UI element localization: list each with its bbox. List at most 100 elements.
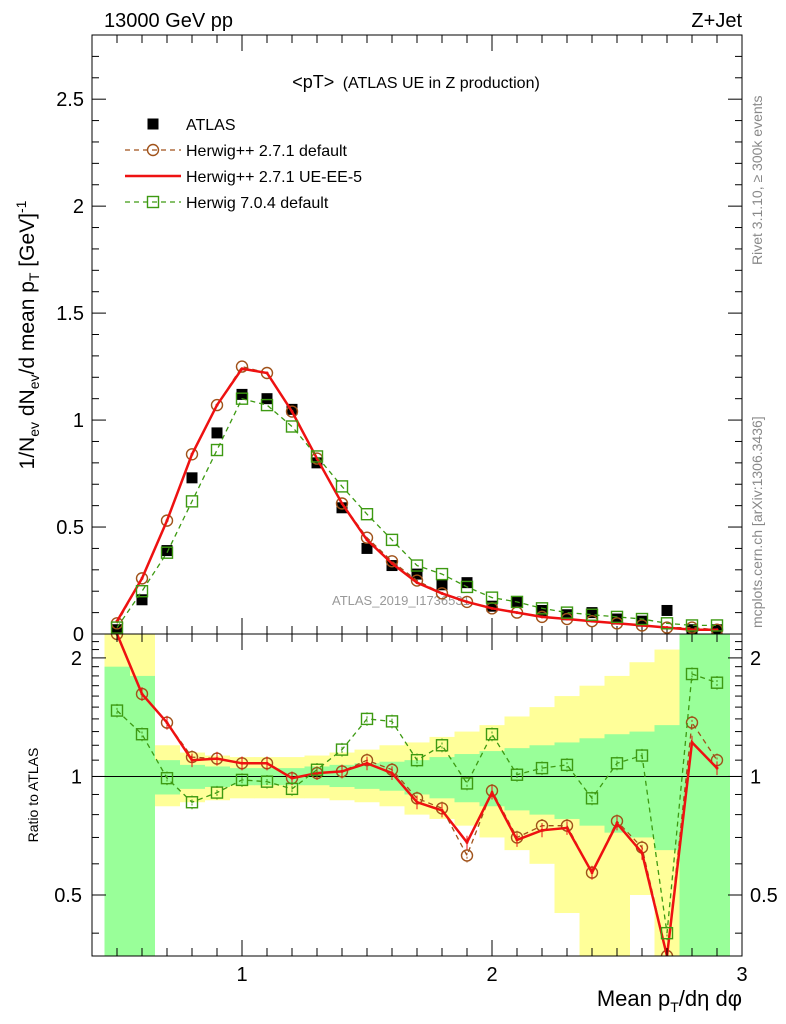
chart-title-sub: (ATLAS UE in Z production) [343,75,540,92]
main-y-tick-label: 0.5 [56,517,84,539]
band-inner-bin [704,634,730,956]
point-herwig-7-0-4-default [260,775,274,788]
point-atlas [361,542,373,554]
point-herwig-2-7-1-ue-ee-5 [565,826,569,830]
point-herwig-7-0-4-default [510,768,524,781]
point-herwig-2-7-1-ue-ee-5 [165,519,169,523]
point-atlas [411,568,423,580]
point-atlas [161,545,173,557]
chart-title-main: <pT> [292,72,334,92]
point-herwig-7-0-4-default [185,796,199,809]
point-herwig-7-0-4-default [210,443,224,457]
band-inner-bin [504,748,530,811]
band-inner-bin [579,738,605,826]
point-herwig-2-7-1-default [460,849,474,862]
point-herwig-2-7-1-ue-ee-5 [465,840,469,844]
ratio-y-tick-label: 2 [71,648,82,670]
point-atlas [561,609,573,621]
point-herwig-7-0-4-default [535,602,549,615]
legend-entry-atlas: ATLAS [147,117,236,134]
series-line-herwig-7-0-4-default [116,397,717,628]
x-tick-label: 1 [236,964,247,986]
point-herwig-7-0-4-default [460,777,474,790]
point-herwig-2-7-1-ue-ee-5 [715,766,719,770]
point-herwig-7-0-4-default [610,757,624,770]
point-atlas [611,613,623,625]
x-tick-label: 2 [486,964,497,986]
band-inner-bin [554,742,580,819]
point-herwig-2-7-1-ue-ee-5 [190,758,194,762]
point-atlas [386,560,398,572]
point-herwig-7-0-4-default [685,619,699,632]
point-herwig-7-0-4-default [360,712,374,726]
point-herwig-2-7-1-default [160,514,174,527]
point-herwig-7-0-4-default [310,763,324,776]
point-herwig-7-0-4-default [110,704,124,717]
main-y-tick-labels: 0 0.5 1 1.5 2 2.5 [56,89,84,646]
legend-label: Herwig++ 2.7.1 default [186,143,348,160]
ratio-y-axis-label: Ratio to ATLAS [25,748,41,843]
point-herwig-2-7-1-ue-ee-5 [440,591,444,595]
point-atlas [311,457,323,469]
point-herwig-7-0-4-default [285,420,299,433]
series-line-herwig-7-0-4-default [116,673,718,934]
point-herwig-2-7-1-default [185,448,199,461]
band-inner-bin [629,731,655,838]
point-herwig-2-7-1-ue-ee-5 [290,776,294,780]
main-panel-ticks [92,35,742,635]
legend-entry-herwig-2-7-1-ue-ee-5: Herwig++ 2.7.1 UE-EE-5 [125,169,362,186]
ratio-y-tick-label: 1 [71,766,82,788]
point-atlas [636,615,648,627]
point-herwig-7-0-4-default [410,753,424,767]
point-herwig-2-7-1-ue-ee-5 [640,851,644,855]
point-herwig-2-7-1-ue-ee-5 [140,692,144,696]
point-atlas [461,577,473,589]
ratio-y-tick-labels: 0.5 0.5 1 1 2 2 [54,648,778,907]
point-herwig-7-0-4-default [110,621,124,634]
point-herwig-7-0-4-default [310,450,324,463]
point-atlas [336,502,348,514]
point-herwig-2-7-1-ue-ee-5 [215,403,219,407]
point-herwig-2-7-1-default [460,595,474,609]
band-inner-bin [654,725,680,851]
point-atlas [111,624,123,636]
point-herwig-2-7-1-ue-ee-5 [390,561,394,565]
point-herwig-7-0-4-default [235,773,249,787]
header-right: Z+Jet [691,10,742,32]
main-y-tick-label: 1.5 [56,303,84,325]
point-herwig-7-0-4-default [385,715,399,728]
point-herwig-2-7-1-ue-ee-5 [540,828,544,832]
legend-label: ATLAS [186,117,236,134]
point-atlas [586,607,598,619]
point-herwig-2-7-1-default [435,587,449,600]
point-herwig-7-0-4-default [135,585,149,598]
legend: ATLAS Herwig++ 2.7.1 default Herwig++ 2.7.… [125,117,362,212]
series-line-herwig-2-7-1-ue-ee-5 [115,367,717,631]
point-herwig-7-0-4-default [335,743,349,756]
point-herwig-2-7-1-ue-ee-5 [340,769,344,773]
point-herwig-7-0-4-default [435,567,449,581]
ratio-y-tick-label-right: 1 [750,766,761,788]
point-herwig-7-0-4-default [260,398,274,412]
point-herwig-7-0-4-default [385,533,399,547]
point-herwig-7-0-4-default [285,782,299,796]
point-herwig-2-7-1-default [235,360,249,373]
point-herwig-7-0-4-default [535,761,549,775]
point-herwig-7-0-4-default [510,595,524,609]
point-herwig-2-7-1-ue-ee-5 [615,821,619,825]
point-herwig-2-7-1-default [335,497,349,510]
point-herwig-7-0-4-default [710,676,724,689]
main-y-tick-label: 1 [73,410,84,432]
point-herwig-7-0-4-default [460,580,474,594]
point-herwig-7-0-4-default [635,749,649,762]
point-herwig-2-7-1-ue-ee-5 [590,871,594,875]
point-herwig-2-7-1-ue-ee-5 [240,367,244,371]
point-herwig-2-7-1-ue-ee-5 [515,838,519,842]
point-herwig-2-7-1-ue-ee-5 [340,502,344,506]
main-y-tick-label: 2 [73,196,84,218]
mcplots-label: mcplots.cern.ch [arXiv:1306.3436] [749,416,765,628]
point-herwig-2-7-1-ue-ee-5 [140,576,144,580]
point-herwig-2-7-1-ue-ee-5 [415,581,419,585]
point-herwig-2-7-1-ue-ee-5 [365,538,369,542]
